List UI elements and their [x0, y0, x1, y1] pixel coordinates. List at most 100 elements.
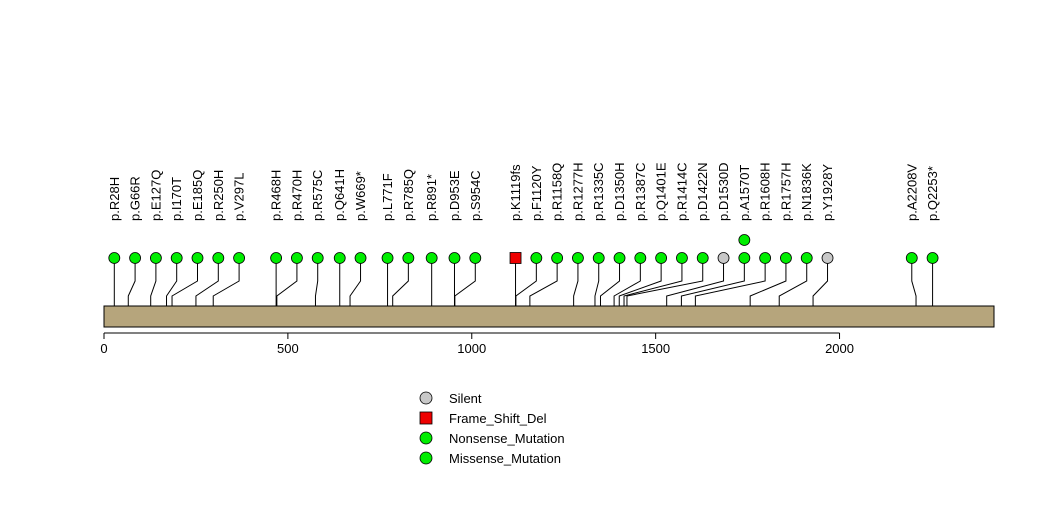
legend-marker	[419, 411, 433, 425]
marker-p-r470h	[291, 252, 303, 264]
connector-p-q1401e	[618, 258, 662, 306]
legend-label: Frame_Shift_Del	[449, 411, 547, 426]
mutation-labels: p.R28H p.G66R p.E127Q p.I170T p.E185Q p.R250H…	[107, 162, 940, 221]
connector-p-v297l	[212, 258, 240, 306]
label-p-q641h: p.Q641H	[332, 169, 347, 221]
protein-bar	[103, 305, 995, 328]
connector-p-d1350h	[599, 258, 621, 306]
legend-item-silent: Silent	[419, 391, 482, 406]
legend-label: Silent	[449, 391, 482, 406]
marker-p-g66r	[129, 252, 141, 264]
connector-p-r1158q	[529, 258, 558, 306]
connector-p-f1120y	[515, 258, 537, 306]
marker-p-r1608h	[759, 252, 772, 264]
connector-p-i170t	[166, 258, 178, 306]
connector-p-a1570t	[680, 258, 745, 306]
legend-item-missense-mutation: Missense_Mutation	[419, 451, 561, 466]
marker-p-f1120y	[530, 252, 543, 264]
marker-p-n1836k	[800, 252, 813, 264]
connector-p-r1335c	[594, 258, 600, 306]
legend: Silent Frame_Shift_Del Nonsense_Mutation Mi…	[419, 391, 565, 466]
label-p-r1757h: p.R1757H	[778, 162, 793, 221]
label-p-r575c: p.R575C	[310, 170, 325, 221]
marker-p-r575c	[311, 252, 324, 264]
marker-p-r891	[425, 252, 438, 264]
legend-marker	[419, 431, 433, 445]
label-p-r1277h: p.R1277H	[570, 162, 585, 221]
label-p-r1387c: p.R1387C	[633, 162, 648, 221]
label-p-n1836k: p.N1836K	[799, 163, 814, 221]
connector-p-n1836k	[778, 258, 808, 306]
marker-p-s954c	[469, 252, 482, 264]
marker-p-r1757h	[780, 252, 792, 264]
connector-p-a2208v	[911, 258, 917, 306]
x-tick-label: 500	[277, 341, 299, 356]
label-p-k1119fs: p.K1119fs	[508, 164, 523, 221]
marker-p-r1387c	[634, 252, 647, 264]
marker-p-y1928y	[821, 252, 834, 264]
connector-p-w669	[349, 258, 362, 306]
legend-marker	[419, 391, 433, 405]
label-p-s954c: p.S954C	[468, 170, 483, 221]
mutation-markers	[108, 234, 939, 264]
legend-label: Nonsense_Mutation	[449, 431, 565, 446]
label-p-v297l: p.V297L	[232, 173, 247, 221]
label-p-f1120y: p.F1120Y	[529, 165, 544, 221]
label-p-r28h: p.R28H	[107, 177, 122, 221]
label-p-r785q: p.R785Q	[401, 169, 416, 221]
connector-p-d1530d	[666, 258, 725, 306]
marker-p-r1158q	[551, 252, 564, 264]
label-p-w669: p.W669*	[353, 171, 368, 221]
label-p-r1335c: p.R1335C	[591, 162, 606, 221]
connector-p-e185q	[171, 258, 198, 306]
marker-p-k1119fs	[509, 252, 522, 264]
marker-p-w669	[354, 252, 367, 264]
connector-p-e127q	[150, 258, 157, 306]
marker-p-e127q	[149, 252, 162, 264]
x-tick-label: 1500	[641, 341, 670, 356]
x-tick-label: 2000	[825, 341, 854, 356]
connector-p-r575c	[314, 258, 319, 306]
label-p-r470h: p.R470H	[289, 170, 304, 221]
marker-p-i170t	[170, 252, 183, 264]
marker-p-a1570t	[738, 252, 751, 264]
marker-p-v297l	[233, 252, 245, 264]
label-p-r1414c: p.R1414C	[674, 162, 689, 221]
legend-item-frame-shift-del: Frame_Shift_Del	[419, 411, 547, 426]
marker-p-a1570t	[738, 234, 751, 246]
marker-p-d1422n	[696, 252, 709, 264]
legend-label: Missense_Mutation	[449, 451, 561, 466]
label-p-r1158q: p.R1158Q	[550, 163, 565, 221]
label-p-d1350h: p.D1350H	[612, 162, 627, 221]
marker-p-r28h	[108, 252, 121, 264]
connector-p-r785q	[392, 258, 409, 306]
marker-p-q2253	[926, 252, 939, 264]
marker-p-d1350h	[613, 252, 626, 264]
marker-p-r1277h	[572, 252, 584, 264]
label-p-r1608h: p.R1608H	[758, 162, 773, 221]
legend-item-nonsense-mutation: Nonsense_Mutation	[419, 431, 565, 446]
marker-p-d1530d	[717, 252, 730, 264]
connector-p-r1608h	[694, 258, 766, 306]
label-p-d1422n: p.D1422N	[695, 162, 710, 221]
label-p-y1928y: p.Y1928Y	[820, 164, 835, 221]
connector-p-r250h	[195, 258, 219, 306]
marker-p-r250h	[212, 252, 225, 264]
label-p-e185q: p.E185Q	[190, 170, 205, 221]
connector-p-r1414c	[623, 258, 683, 306]
marker-p-r1335c	[592, 252, 605, 264]
connector-p-d1422n	[626, 258, 704, 306]
connector-p-r1277h	[573, 258, 579, 306]
marker-p-e185q	[191, 252, 204, 264]
label-p-r250h: p.R250H	[211, 170, 226, 221]
label-p-i170t: p.I170T	[169, 177, 184, 221]
connector-p-r1757h	[749, 258, 787, 306]
label-p-a1570t: p.A1570T	[737, 165, 752, 221]
connector-p-r1387c	[613, 258, 641, 306]
connector-p-r470h	[276, 258, 298, 306]
connector-lines	[113, 258, 934, 306]
marker-p-q1401e	[655, 252, 668, 264]
label-p-e127q: p.E127Q	[148, 170, 163, 221]
marker-p-r1414c	[676, 252, 688, 264]
